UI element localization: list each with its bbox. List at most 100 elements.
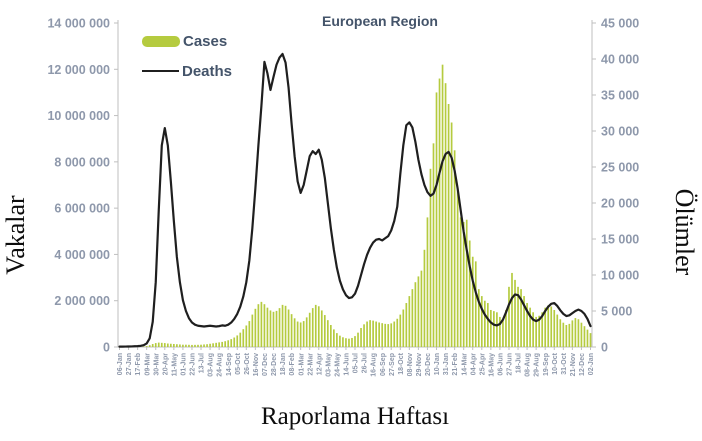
cases-bar — [456, 189, 459, 347]
cases-bar — [185, 344, 187, 347]
cases-bar — [562, 322, 565, 347]
cases-bar — [544, 307, 547, 347]
cases-bar — [269, 310, 272, 347]
cases-bar — [311, 308, 314, 347]
x-axis-tick-label: 01-Jun — [181, 353, 188, 376]
x-axis-tick-label: 14-Mar — [461, 353, 468, 376]
cases-bar — [465, 219, 468, 347]
cases-bar — [408, 296, 411, 347]
x-axis-tick-label: 30-Mar — [153, 353, 160, 376]
cases-bar — [206, 344, 208, 347]
right-axis-tick-label: 0 — [601, 341, 608, 355]
cases-bar — [396, 318, 399, 347]
cases-bar — [447, 104, 450, 347]
right-axis-tick-label: 35 000 — [601, 89, 639, 103]
cases-bar — [145, 346, 148, 347]
cases-bar — [323, 315, 326, 347]
cases-bar — [314, 304, 317, 347]
x-axis-tick-label: 11-May — [171, 353, 178, 376]
cases-bar — [266, 307, 269, 347]
cases-bar — [532, 312, 534, 347]
cases-bar — [317, 306, 320, 347]
x-axis-tick-label: 05-Oct — [235, 352, 242, 374]
x-axis-tick-label: 06-Jun — [498, 353, 505, 376]
cases-bar — [296, 321, 299, 347]
cases-bar — [251, 314, 254, 347]
cases-bar — [583, 326, 586, 347]
x-axis-tick-label: 21-Feb — [452, 353, 459, 376]
cases-bar — [450, 122, 453, 347]
x-axis-tick-label: 12-Dec — [579, 353, 586, 376]
cases-bar — [514, 279, 516, 347]
x-axis-tick-label: 12-Apr — [316, 353, 323, 375]
cases-bar — [565, 325, 568, 347]
cases-bar — [330, 325, 332, 347]
x-axis-tick-label: 08-Feb — [289, 353, 296, 376]
cases-bar — [369, 320, 371, 347]
x-axis-tick-label: 29-Aug — [534, 353, 541, 377]
cases-bar — [157, 342, 160, 347]
left-axis-tick-label: 6 000 000 — [54, 202, 110, 216]
cases-bar — [375, 321, 377, 347]
cases-bar — [493, 311, 495, 347]
x-axis-tick-label: 31-Jan — [443, 353, 450, 375]
cases-bar — [339, 335, 341, 347]
cases-bar — [191, 344, 193, 347]
cases-bar — [453, 150, 456, 347]
x-axis-tick-label: 22-Mar — [307, 353, 314, 376]
cases-bar — [480, 296, 483, 347]
x-axis-tick-label: 17-Feb — [135, 353, 142, 376]
cases-bar — [420, 270, 423, 347]
cases-bar — [275, 310, 278, 347]
cases-bar — [517, 286, 519, 347]
x-axis-tick-label: 18-Jan — [280, 353, 287, 375]
cases-bar — [245, 325, 248, 347]
cases-swatch-icon — [142, 35, 180, 47]
x-axis-tick-label: 19-Sep — [543, 353, 550, 376]
cases-bar — [197, 344, 199, 347]
cases-bar — [354, 336, 356, 347]
right-axis-tick-label: 40 000 — [601, 53, 639, 67]
cases-bar — [511, 272, 513, 347]
cases-bar — [227, 340, 230, 347]
legend: Cases Deaths — [142, 26, 232, 86]
cases-bar — [239, 332, 242, 347]
cases-bar — [541, 312, 544, 347]
left-axis-tick-label: 0 — [103, 341, 110, 355]
cases-bar — [272, 311, 275, 347]
cases-bar — [154, 343, 157, 347]
cases-bar — [568, 323, 571, 347]
cases-bar — [496, 312, 498, 347]
cases-bar — [160, 342, 163, 347]
x-axis-tick-label: 24-May — [334, 353, 341, 377]
cases-bar — [468, 240, 471, 347]
cases-bar — [502, 319, 504, 347]
legend-item-cases: Cases — [142, 26, 232, 56]
cases-bar — [320, 310, 323, 347]
cases-bar — [553, 309, 556, 347]
x-axis-tick-label: 05-Jul — [353, 353, 360, 373]
cases-bar — [209, 343, 211, 347]
cases-bar — [188, 344, 190, 347]
x-axis-tick-label: 26-Oct — [244, 352, 251, 374]
cases-bar — [490, 309, 492, 347]
cases-bar — [384, 323, 387, 347]
cases-bar — [402, 309, 405, 347]
cases-bar — [305, 317, 308, 347]
deaths-line — [118, 52, 592, 348]
x-axis-tick-label: 01-Mar — [298, 353, 305, 376]
right-axis-tick-label: 10 000 — [601, 269, 639, 283]
cases-bar — [483, 300, 486, 347]
cases-bar — [194, 344, 196, 347]
cases-bar — [363, 324, 365, 347]
cases-bar — [474, 261, 477, 347]
cases-bar — [589, 333, 592, 347]
right-axis-tick-label: 25 000 — [601, 161, 639, 175]
x-axis-tick-label: 03-Aug — [208, 353, 215, 377]
left-axis-title: Vakalar — [1, 195, 30, 275]
right-axis-tick-label: 30 000 — [601, 125, 639, 139]
x-axis-tick-label: 10-Jan — [434, 353, 441, 375]
cases-bar — [462, 222, 465, 347]
cases-bar — [547, 305, 550, 347]
